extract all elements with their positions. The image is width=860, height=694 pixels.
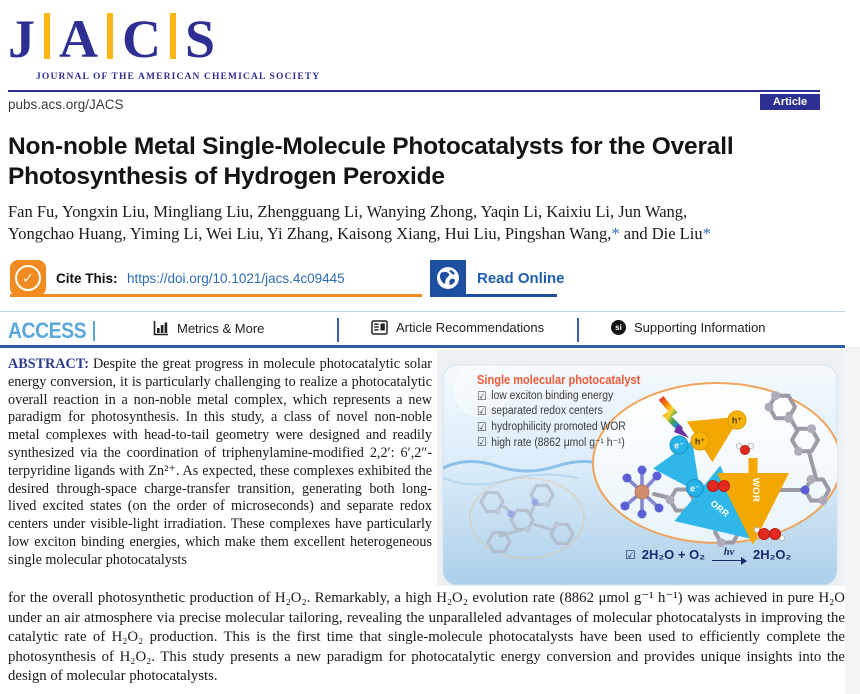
corresponding-author-star[interactable]: * [611, 223, 620, 243]
hole-label: h⁺ [732, 416, 742, 426]
reaction-equation: ☑ 2H₂O + O₂ hν 2H₂O₂ [625, 546, 792, 564]
metrics-and-more-link[interactable]: Metrics & More [153, 320, 264, 336]
figure-checklist: ☑ low exciton binding energy ☑ separated… [477, 388, 626, 450]
title-line-1: Non-noble Metal Single-Molecule Photocat… [8, 133, 734, 160]
jacs-logo: J A C S [8, 10, 215, 68]
checkbox-icon: ☑ [477, 419, 487, 434]
abstract-paragraph: ABSTRACT: Despite the great progress in m… [8, 356, 432, 589]
graphical-abstract: e⁻ e⁻ h⁺ h⁺ WOR ORR Single molecular pho… [437, 350, 845, 586]
masthead-rule [8, 90, 820, 92]
access-rule [0, 345, 845, 348]
access-separator [577, 318, 579, 342]
si-icon: si [611, 320, 626, 335]
author-list: Fan Fu, Yongxin Liu, Mingliang Liu, Zhen… [8, 201, 856, 244]
corresponding-author-star[interactable]: * [702, 223, 711, 243]
page-title: Non-noble Metal Single-Molecule Photocat… [8, 132, 828, 192]
reaction-arrow: hν [711, 546, 747, 564]
logo-divider-bar [107, 13, 113, 59]
cite-check-icon[interactable]: ✓ [10, 260, 46, 296]
recommendations-icon [371, 320, 388, 335]
arrow-line [711, 557, 747, 564]
abstract-heading: ABSTRACT: [8, 356, 89, 372]
logo-letter-j: J [8, 9, 35, 69]
logo-letter-c: C [122, 9, 161, 69]
checkbox-icon: ☑ [625, 547, 636, 562]
logo-letter-s: S [185, 9, 216, 69]
checklist-item: ☑ separated redox centers [477, 404, 603, 419]
figure-headline: Single molecular photocatalyst [477, 372, 641, 387]
wor-arrow-label: WOR [750, 478, 761, 502]
title-line-2: Photosynthesis of Hydrogen Peroxide [8, 163, 445, 190]
checklist-item: ☑ hydrophilicity promoted WOR [477, 419, 626, 434]
light-condition-label: hν [723, 546, 735, 558]
article-recommendations-link[interactable]: Article Recommendations [371, 320, 544, 335]
hole-label: h⁺ [695, 437, 705, 447]
globe-icon[interactable] [430, 260, 466, 296]
reaction-reactants: 2H₂O + O₂ [641, 547, 705, 562]
page-gutter [845, 347, 860, 694]
read-online-button[interactable]: Read Online [477, 270, 565, 287]
logo-divider-bar [44, 13, 50, 59]
recommendations-label: Article Recommendations [396, 320, 545, 335]
supporting-label: Supporting Information [634, 320, 766, 335]
article-type-badge[interactable]: Article [760, 94, 820, 110]
authors-line-1: Fan Fu, Yongxin Liu, Mingliang Liu, Zhen… [8, 202, 688, 221]
doi-link[interactable]: https://doi.org/10.1021/jacs.4c09445 [127, 271, 345, 286]
checklist-item: ☑ high rate (8862 μmol g⁻¹ h⁻¹) [477, 435, 625, 450]
electron-label: e⁻ [690, 484, 700, 494]
abstract-continuation: for the overall photosynthetic productio… [8, 590, 845, 685]
supporting-information-link[interactable]: si Supporting Information [611, 320, 766, 335]
site-url-link[interactable]: pubs.acs.org/JACS [8, 97, 124, 112]
electron-label: e⁻ [674, 441, 684, 451]
authors-line-2: Yongchao Huang, Yiming Li, Wei Liu, Yi Z… [8, 223, 711, 243]
journal-name: JOURNAL OF THE AMERICAN CHEMICAL SOCIETY [36, 72, 321, 82]
bar-chart-icon [153, 321, 168, 336]
checkbox-icon: ☑ [477, 388, 487, 403]
access-tick [92, 321, 96, 341]
reaction-product: 2H₂O₂ [752, 547, 792, 562]
read-online-underline [430, 294, 557, 297]
cite-underline [10, 294, 422, 297]
graphical-abstract-art: e⁻ e⁻ h⁺ h⁺ WOR ORR [442, 364, 838, 586]
access-separator [337, 318, 339, 342]
metrics-label: Metrics & More [177, 320, 265, 336]
logo-letter-a: A [59, 9, 98, 69]
cite-this-label: Cite This: [56, 271, 118, 286]
section-divider [0, 311, 845, 312]
globe-glyph [437, 267, 459, 289]
access-label: ACCESS [8, 318, 87, 343]
check-icon: ✓ [15, 265, 41, 291]
access-link[interactable]: ACCESS [8, 318, 96, 344]
abstract-text: Despite the great progress in molecule p… [8, 356, 432, 568]
checklist-item: ☑ low exciton binding energy [477, 388, 614, 403]
checkbox-icon: ☑ [477, 435, 487, 450]
logo-divider-bar [170, 13, 176, 59]
checkbox-icon: ☑ [477, 404, 487, 419]
